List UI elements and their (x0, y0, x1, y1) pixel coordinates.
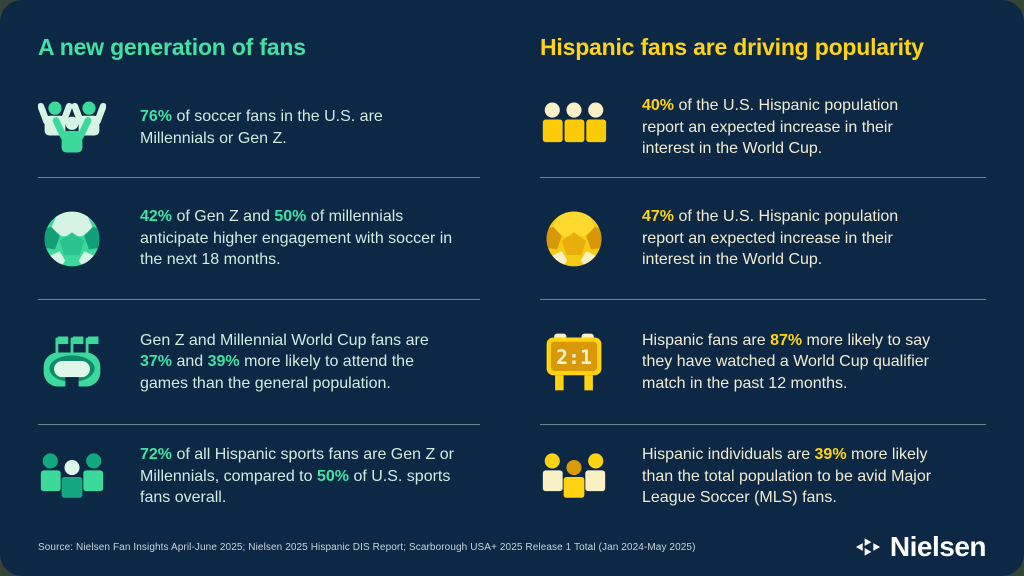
nielsen-wordmark: Nielsen (889, 531, 987, 562)
scoreboard-score-label: 2:1 (556, 346, 592, 369)
stat-text: Hispanic individuals are 39% more likely… (642, 446, 932, 507)
scoreboard-icon: 2:1 (540, 328, 642, 396)
right-column: Hispanic fans are driving popularity 40%… (540, 34, 986, 528)
stadium-icon (38, 328, 140, 396)
cheering-fans-icon (38, 94, 140, 162)
footer: Source: Nielsen Fan Insights April-June … (38, 528, 987, 566)
nielsen-logo: Nielsen (855, 531, 987, 563)
stat-row-hispanic-gen: 72% of all Hispanic sports fans are Gen … (38, 425, 480, 528)
stat-text: Gen Z and Millennial World Cup fans are … (140, 331, 429, 392)
people-row-yellow-icon (540, 94, 642, 162)
stat-row-engagement: 42% of Gen Z and 50% of millennials anti… (38, 178, 480, 300)
stat-text: Hispanic fans are 87% more likely to say… (642, 331, 931, 392)
stat-row-gen-fans: 76% of soccer fans in the U.S. are Mille… (38, 78, 480, 178)
stat-text: 42% of Gen Z and 50% of millennials anti… (140, 208, 453, 269)
stat-text: 47% of the U.S. Hispanic population repo… (642, 208, 899, 269)
stat-row-interest-40: 40% of the U.S. Hispanic population repo… (540, 78, 986, 178)
left-column: A new generation of fans (38, 34, 480, 528)
source-note: Source: Nielsen Fan Insights April-June … (38, 541, 696, 553)
nielsen-mark-icon (855, 538, 880, 556)
stat-text: 72% of all Hispanic sports fans are Gen … (140, 446, 454, 507)
stat-row-interest-47: 47% of the U.S. Hispanic population repo… (540, 178, 986, 300)
stat-text: 76% of soccer fans in the U.S. are Mille… (140, 108, 383, 147)
people-group-yellow-icon (540, 443, 642, 511)
stat-row-qualifier: 2:1 Hispanic fans are 87% more likely to… (540, 300, 986, 425)
people-group-green-icon (38, 443, 140, 511)
soccer-ball-yellow-icon (540, 205, 642, 273)
stat-row-attendance: Gen Z and Millennial World Cup fans are … (38, 300, 480, 425)
soccer-ball-green-icon (38, 205, 140, 273)
right-column-title: Hispanic fans are driving popularity (540, 34, 924, 60)
stat-text: 40% of the U.S. Hispanic population repo… (642, 97, 899, 158)
stat-row-mls: Hispanic individuals are 39% more likely… (540, 425, 986, 528)
left-column-title: A new generation of fans (38, 34, 306, 60)
